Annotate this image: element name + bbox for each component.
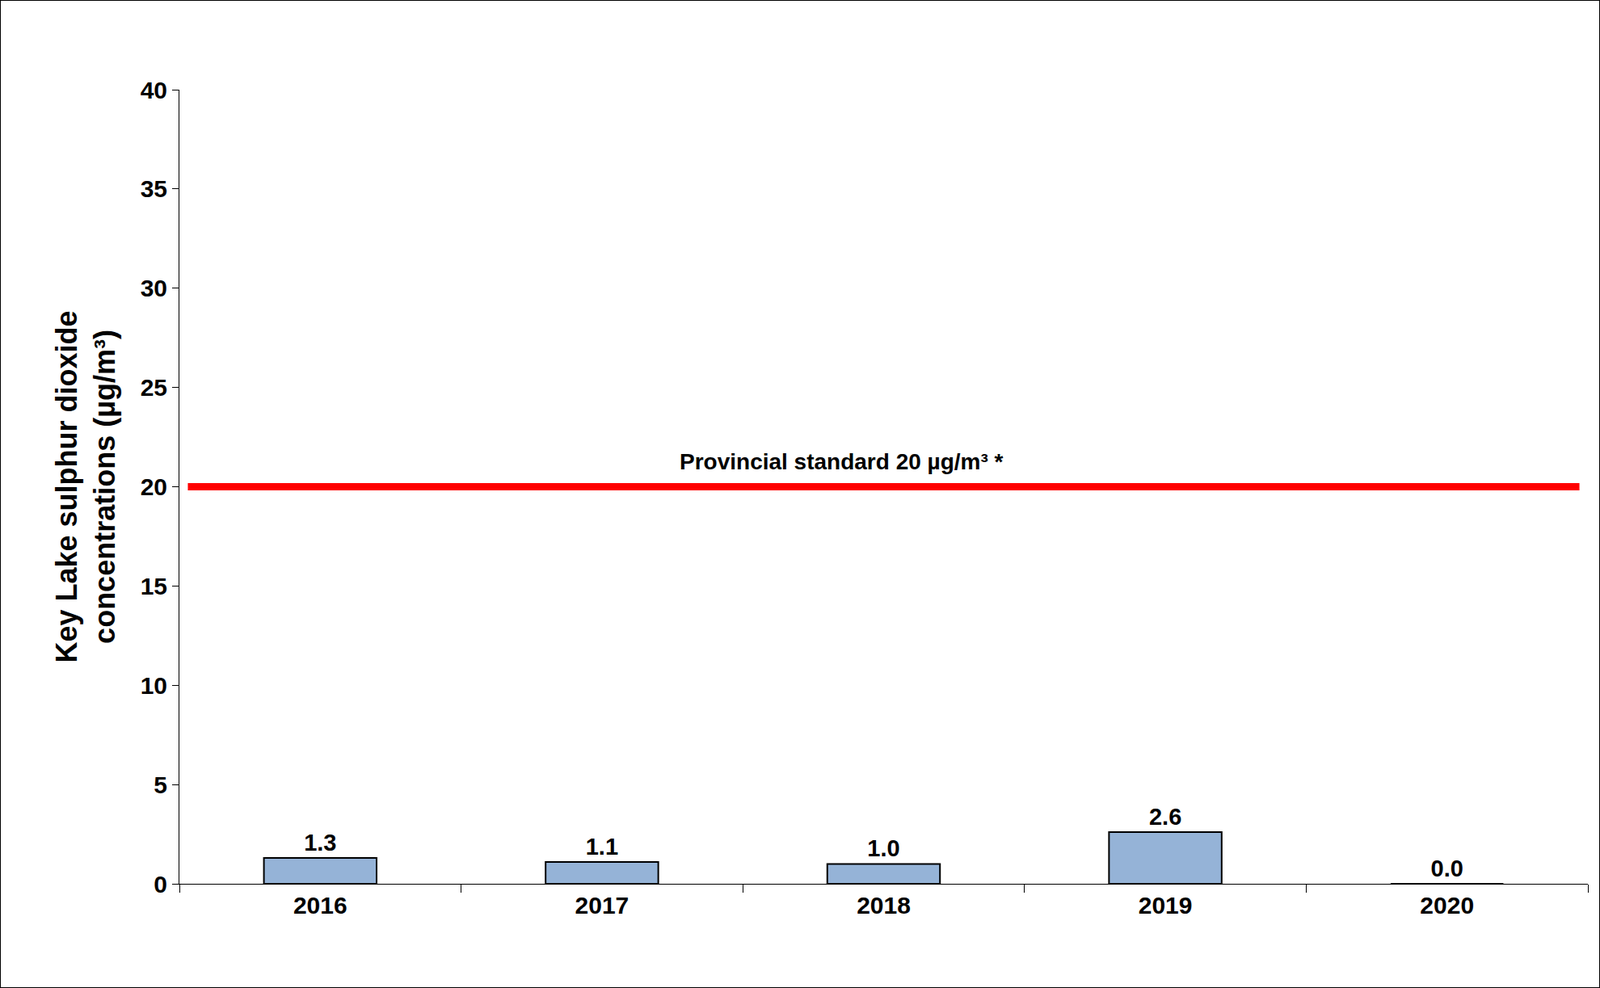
svg-text:5: 5 — [153, 771, 168, 799]
svg-text:1.3: 1.3 — [303, 829, 337, 856]
svg-text:40: 40 — [140, 76, 168, 104]
svg-text:2.6: 2.6 — [1149, 804, 1182, 830]
svg-text:10: 10 — [140, 672, 168, 699]
svg-text:20: 20 — [140, 473, 168, 501]
svg-text:35: 35 — [140, 175, 168, 203]
svg-text:2017: 2017 — [575, 892, 630, 919]
svg-text:2016: 2016 — [293, 892, 348, 919]
svg-text:30: 30 — [140, 274, 168, 302]
svg-text:0: 0 — [153, 871, 168, 898]
svg-text:1.0: 1.0 — [867, 835, 900, 862]
svg-text:15: 15 — [140, 572, 168, 600]
svg-text:25: 25 — [140, 374, 168, 401]
svg-text:2018: 2018 — [856, 892, 911, 919]
svg-text:0.0: 0.0 — [1431, 855, 1464, 882]
svg-text:2020: 2020 — [1419, 892, 1474, 919]
svg-text:Key Lake sulphur dioxideconcen: Key Lake sulphur dioxideconcentrations (… — [50, 310, 122, 663]
svg-text:1.1: 1.1 — [585, 833, 619, 860]
svg-text:Provincial standard 20 µg/m³ *: Provincial standard 20 µg/m³ * — [679, 449, 1004, 475]
svg-text:2019: 2019 — [1138, 892, 1193, 919]
